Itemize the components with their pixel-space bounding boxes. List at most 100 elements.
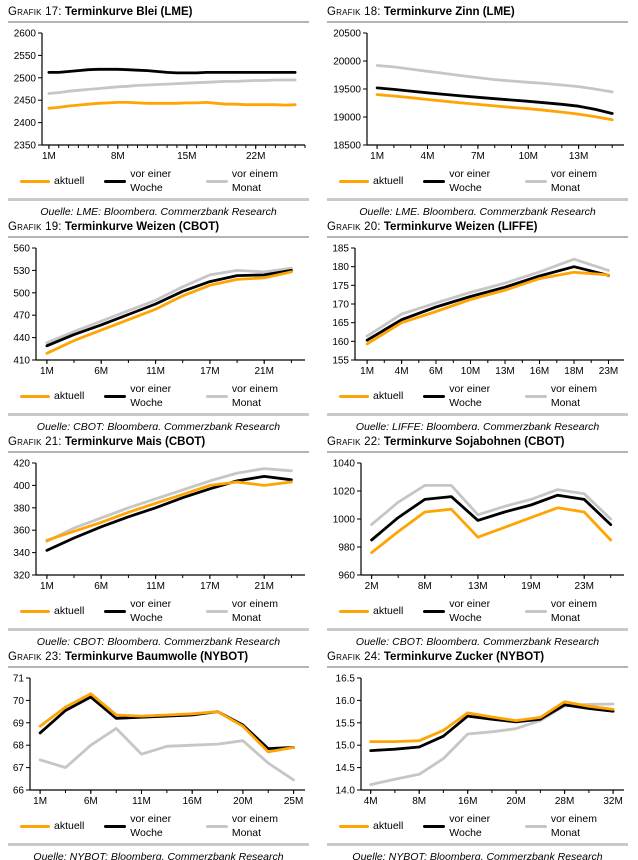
svg-text:1M: 1M <box>40 366 54 377</box>
svg-text:6M: 6M <box>84 796 98 807</box>
svg-text:19500: 19500 <box>333 85 361 96</box>
svg-text:560: 560 <box>13 244 30 255</box>
legend-swatch-aktuell <box>339 394 369 398</box>
svg-text:165: 165 <box>332 318 349 329</box>
svg-text:25M: 25M <box>284 796 303 807</box>
svg-text:22M: 22M <box>246 151 265 162</box>
svg-text:2450: 2450 <box>14 96 37 107</box>
svg-text:8M: 8M <box>111 151 125 162</box>
svg-text:6M: 6M <box>429 366 443 377</box>
svg-text:20000: 20000 <box>333 57 361 68</box>
svg-text:14.5: 14.5 <box>336 763 356 774</box>
svg-text:13M: 13M <box>495 366 514 377</box>
legend-item-woche: vor einer Woche <box>104 597 186 625</box>
chart-legend: aktuell vor einer Woche vor einem Monat <box>327 811 628 841</box>
legend-swatch-monat <box>524 179 547 183</box>
chart-source: Quelle: CBOT; Bloomberg, Commerzbank Res… <box>355 636 600 645</box>
chart-source: Quelle: LIFFE; Bloomberg, Commerzbank Re… <box>355 421 600 430</box>
legend-label-monat: vor einem Monat <box>550 168 597 194</box>
svg-text:15M: 15M <box>177 151 196 162</box>
svg-text:960: 960 <box>338 571 355 582</box>
legend-swatch-aktuell <box>339 609 369 613</box>
legend-swatch-aktuell <box>20 824 50 828</box>
svg-text:16.0: 16.0 <box>336 696 356 707</box>
legend-item-aktuell: aktuell <box>339 174 403 188</box>
svg-text:17M: 17M <box>200 581 219 592</box>
svg-text:8M: 8M <box>412 796 426 807</box>
title-divider <box>327 236 628 238</box>
legend-label-woche: vor einer Woche <box>449 168 491 194</box>
svg-text:185: 185 <box>332 244 349 255</box>
svg-text:68: 68 <box>13 741 25 752</box>
svg-text:410: 410 <box>13 356 30 367</box>
legend-divider <box>8 413 309 416</box>
chart-panel-grafik-17: Grafik 17: Terminkurve Blei (LME) 2350 24… <box>0 0 319 215</box>
svg-text:180: 180 <box>332 262 349 273</box>
legend-item-monat: vor einem Monat <box>205 167 289 195</box>
svg-text:2600: 2600 <box>14 29 37 40</box>
svg-text:11M: 11M <box>146 366 165 377</box>
svg-text:23M: 23M <box>574 581 593 592</box>
chart-number-label: Grafik 18: <box>327 6 381 18</box>
svg-text:8M: 8M <box>418 581 432 592</box>
svg-text:2500: 2500 <box>14 73 37 84</box>
svg-text:14.0: 14.0 <box>336 786 356 797</box>
chart-panel-grafik-22: Grafik 22: Terminkurve Sojabohnen (CBOT)… <box>319 430 638 645</box>
svg-text:11M: 11M <box>132 796 151 807</box>
legend-item-aktuell: aktuell <box>20 604 84 618</box>
svg-text:360: 360 <box>13 526 30 537</box>
legend-item-woche: vor einer Woche <box>423 812 505 840</box>
chart-number-label: Grafik 20: <box>327 221 381 233</box>
svg-text:18500: 18500 <box>333 141 361 152</box>
svg-text:1M: 1M <box>360 366 374 377</box>
legend-divider <box>327 843 628 846</box>
legend-label-woche: vor einer Woche <box>449 598 491 624</box>
legend-item-woche: vor einer Woche <box>423 597 505 625</box>
svg-text:16M: 16M <box>458 796 477 807</box>
svg-text:155: 155 <box>332 356 349 367</box>
svg-text:1M: 1M <box>33 796 47 807</box>
svg-text:17M: 17M <box>200 366 219 377</box>
legend-swatch-aktuell <box>20 609 50 613</box>
svg-text:66: 66 <box>13 786 25 797</box>
svg-text:6M: 6M <box>94 581 108 592</box>
chart-title-text: Terminkurve Weizen (LIFFE) <box>383 221 538 233</box>
chart-legend: aktuell vor einer Woche vor einem Monat <box>8 811 309 841</box>
svg-text:32M: 32M <box>603 796 622 807</box>
legend-item-aktuell: aktuell <box>339 604 403 618</box>
legend-label-woche: vor einer Woche <box>130 168 172 194</box>
chart-title: Grafik 22: Terminkurve Sojabohnen (CBOT) <box>327 435 628 449</box>
svg-text:16M: 16M <box>530 366 549 377</box>
svg-text:1000: 1000 <box>333 515 356 526</box>
svg-text:4M: 4M <box>364 796 378 807</box>
chart-number-label: Grafik 24: <box>327 651 381 663</box>
svg-text:1M: 1M <box>370 151 384 162</box>
svg-text:160: 160 <box>332 337 349 348</box>
line-chart: 960 980 1000 1020 1040 2M 8M 13M 19M 23M <box>327 456 628 596</box>
chart-legend: aktuell vor einer Woche vor einem Monat <box>327 596 628 626</box>
legend-item-aktuell: aktuell <box>20 389 84 403</box>
legend-item-woche: vor einer Woche <box>104 167 186 195</box>
legend-label-monat: vor einem Monat <box>231 383 278 409</box>
legend-divider <box>8 843 309 846</box>
legend-swatch-monat <box>524 394 547 398</box>
legend-item-woche: vor einer Woche <box>423 382 505 410</box>
svg-text:980: 980 <box>338 543 355 554</box>
legend-label-monat: vor einem Monat <box>231 168 278 194</box>
svg-text:16.5: 16.5 <box>336 674 356 685</box>
svg-text:440: 440 <box>13 333 30 344</box>
chart-number-label: Grafik 22: <box>327 436 381 448</box>
chart-legend: aktuell vor einer Woche vor einem Monat <box>327 166 628 196</box>
line-chart: 14.0 14.5 15.0 15.5 16.0 16.5 4M 8M 16M 20M 28M 32M <box>327 671 628 811</box>
legend-divider <box>8 628 309 631</box>
svg-text:11M: 11M <box>146 581 165 592</box>
legend-item-aktuell: aktuell <box>339 819 403 833</box>
legend-item-monat: vor einem Monat <box>205 597 289 625</box>
svg-text:2400: 2400 <box>14 118 37 129</box>
chart-title-text: Terminkurve Mais (CBOT) <box>64 436 206 448</box>
legend-divider <box>327 198 628 201</box>
legend-label-woche: vor einer Woche <box>449 383 491 409</box>
chart-title: Grafik 19: Terminkurve Weizen (CBOT) <box>8 220 309 234</box>
chart-source: Quelle: LME; Bloomberg, Commerzbank Rese… <box>40 206 277 215</box>
chart-legend: aktuell vor einer Woche vor einem Monat <box>8 381 309 411</box>
